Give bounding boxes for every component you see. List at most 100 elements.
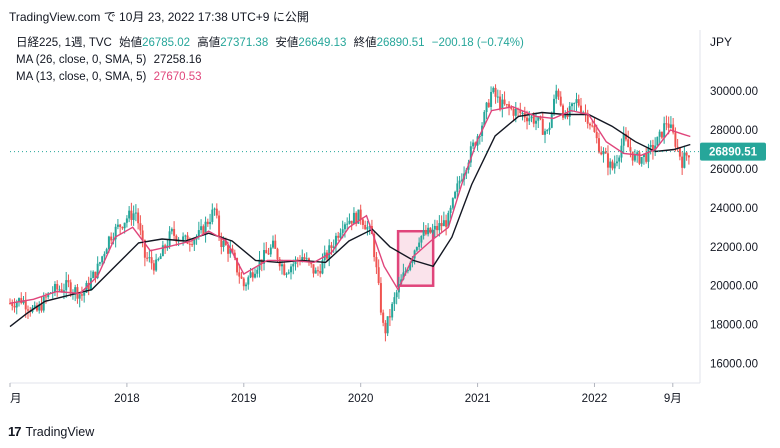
last-price-label: 26890.51 bbox=[709, 147, 758, 159]
candle-body bbox=[602, 151, 605, 155]
candle-body bbox=[94, 271, 97, 278]
candle-body bbox=[660, 131, 663, 138]
candle-body bbox=[231, 248, 234, 253]
candle-body bbox=[672, 124, 675, 133]
candle-body bbox=[114, 226, 117, 240]
candle-body bbox=[629, 147, 632, 152]
candle-body bbox=[359, 209, 362, 220]
ma13-row[interactable]: MA (13, close, 0, SMA, 5) 27670.53 bbox=[16, 69, 524, 86]
candle-body bbox=[40, 304, 43, 311]
ma26-value: 27258.16 bbox=[153, 54, 202, 66]
candle-body bbox=[451, 198, 454, 208]
candle-body bbox=[442, 220, 445, 227]
candle-body bbox=[152, 263, 155, 271]
candle-body bbox=[197, 230, 200, 237]
ma26-row[interactable]: MA (26, close, 0, SMA, 5) 27258.16 bbox=[16, 52, 524, 69]
candle-body bbox=[92, 271, 95, 279]
candle-body bbox=[148, 257, 151, 259]
candle-body bbox=[364, 224, 367, 230]
candle-body bbox=[638, 152, 641, 164]
candle-body bbox=[139, 223, 142, 231]
candle-body bbox=[305, 258, 308, 260]
candle-body bbox=[541, 119, 544, 135]
candle-body bbox=[272, 240, 275, 248]
candle-body bbox=[487, 102, 490, 107]
candle-body bbox=[377, 267, 380, 284]
candle-body bbox=[67, 280, 70, 283]
candle-body bbox=[469, 146, 472, 163]
candle-body bbox=[546, 129, 549, 132]
candle-body bbox=[388, 316, 391, 318]
candle-body bbox=[222, 240, 225, 248]
candle-body bbox=[242, 278, 245, 287]
footer-brand[interactable]: 17 TradingView bbox=[8, 424, 94, 439]
candle-body bbox=[65, 280, 68, 291]
candle-body bbox=[56, 284, 59, 290]
candle-body bbox=[604, 151, 607, 154]
candle-body bbox=[645, 153, 648, 162]
candle-body bbox=[654, 145, 657, 151]
candle-body bbox=[508, 104, 511, 108]
candle-body bbox=[245, 284, 248, 287]
candle-body bbox=[58, 289, 61, 291]
candle-body bbox=[35, 305, 38, 311]
candle-body bbox=[406, 269, 409, 272]
candle-body bbox=[296, 259, 299, 261]
candle-body bbox=[87, 282, 90, 290]
candle-body bbox=[685, 152, 688, 156]
candle-body bbox=[687, 155, 690, 158]
candle-body bbox=[631, 151, 634, 161]
candle-body bbox=[526, 117, 529, 122]
candle-body bbox=[227, 245, 230, 254]
low-value: 26649.13 bbox=[298, 37, 347, 49]
candle-body bbox=[9, 303, 11, 305]
candle-body bbox=[537, 117, 540, 121]
y-tick-label: 24000.00 bbox=[710, 203, 758, 215]
candle-body bbox=[209, 221, 212, 225]
candle-body bbox=[47, 293, 50, 298]
candle-body bbox=[548, 127, 551, 130]
candle-body bbox=[649, 144, 652, 148]
candle-body bbox=[352, 212, 355, 224]
candle-body bbox=[521, 112, 524, 114]
candle-body bbox=[570, 103, 573, 107]
candle-body bbox=[553, 98, 556, 114]
candle-body bbox=[341, 229, 344, 233]
candle-body bbox=[60, 289, 63, 292]
candle-body bbox=[642, 153, 645, 158]
publish-caption: TradingView.com で 10月 23, 2022 17:38 UTC… bbox=[9, 10, 309, 24]
candle-body bbox=[123, 222, 126, 229]
candle-body bbox=[33, 305, 36, 308]
candle-body bbox=[202, 226, 205, 235]
x-tick-label: 2020 bbox=[348, 393, 374, 405]
candle-body bbox=[609, 161, 612, 168]
candle-body bbox=[159, 256, 162, 259]
candle-body bbox=[213, 208, 216, 210]
candle-body bbox=[415, 247, 418, 251]
candle-body bbox=[366, 227, 369, 230]
y-tick-label: 16000.00 bbox=[710, 359, 758, 371]
candle-body bbox=[611, 161, 614, 169]
candle-body bbox=[132, 213, 135, 220]
candle-body bbox=[307, 258, 310, 262]
candle-body bbox=[175, 235, 178, 242]
candle-body bbox=[438, 223, 441, 231]
candle-body bbox=[283, 264, 286, 275]
candle-body bbox=[651, 144, 654, 151]
candle-body bbox=[20, 298, 23, 304]
candle-body bbox=[647, 147, 650, 162]
candle-body bbox=[490, 91, 493, 107]
candle-body bbox=[361, 219, 364, 225]
high-value: 27371.38 bbox=[220, 37, 269, 49]
candle-body bbox=[600, 152, 603, 155]
candle-body bbox=[535, 120, 538, 124]
candle-body bbox=[627, 139, 630, 148]
publish-caption-bar: TradingView.com で 10月 23, 2022 17:38 UTC… bbox=[0, 0, 780, 28]
candle-body bbox=[575, 99, 578, 103]
candle-body bbox=[103, 253, 106, 257]
candle-body bbox=[564, 114, 567, 118]
candle-body bbox=[348, 220, 351, 224]
candle-body bbox=[254, 273, 257, 278]
y-tick-label: 22000.00 bbox=[710, 242, 758, 254]
